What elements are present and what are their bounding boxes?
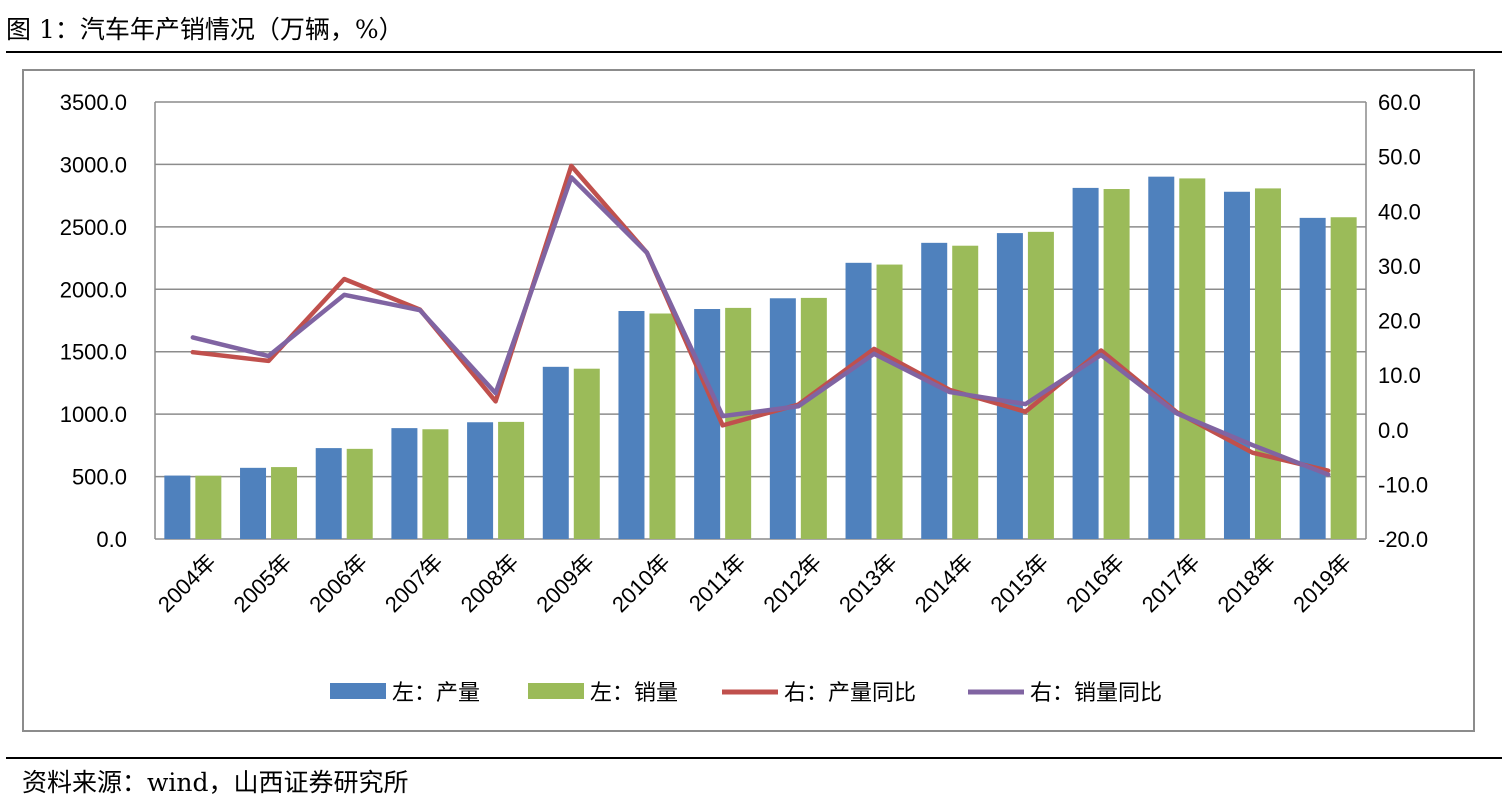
bar-sales <box>1254 188 1281 540</box>
x-tick-label: 2012年 <box>758 549 826 617</box>
x-tick-label: 2009年 <box>531 549 599 617</box>
bar-sales <box>1330 217 1357 539</box>
y-right-tick-label: -20.0 <box>1378 527 1428 552</box>
top-rule <box>6 51 1502 53</box>
y-left-tick-label: 3000.0 <box>60 152 127 177</box>
x-tick-label: 2011年 <box>684 549 751 616</box>
x-tick-label: 2005年 <box>229 549 297 617</box>
bar-sales <box>649 313 676 539</box>
bar-sales <box>1179 178 1206 539</box>
y-left-tick-label: 2500.0 <box>60 215 127 240</box>
bar-production <box>769 298 796 539</box>
y-left-tick-label: 1500.0 <box>60 340 127 365</box>
source-note: 资料来源：wind，山西证券研究所 <box>22 768 409 797</box>
bar-production <box>618 311 645 539</box>
legend-swatch <box>330 683 386 699</box>
y-right-tick-label: 10.0 <box>1378 363 1421 388</box>
y-right-tick-label: 40.0 <box>1378 199 1421 224</box>
bar-production <box>391 428 418 539</box>
bar-sales <box>573 368 600 539</box>
x-tick-label: 2016年 <box>1061 549 1129 617</box>
bar-production <box>315 448 342 539</box>
figure-title: 图 1：汽车年产销情况（万辆，%） <box>6 15 404 44</box>
bar-sales <box>498 421 525 539</box>
bar-production <box>164 475 191 539</box>
bar-production <box>1299 217 1326 539</box>
line-sales-yoy <box>190 175 1331 477</box>
y-left-tick-label: 0.0 <box>96 527 127 552</box>
x-tick-label: 2007年 <box>380 549 448 617</box>
legend-label: 右：产量同比 <box>784 681 916 706</box>
x-tick-label: 2018年 <box>1213 549 1281 617</box>
legend-label: 右：销量同比 <box>1030 681 1162 706</box>
bar-production <box>996 233 1023 539</box>
bar-production <box>542 366 569 539</box>
bar-sales <box>876 264 903 539</box>
y-left-tick-label: 500.0 <box>72 465 127 490</box>
x-tick-label: 2019年 <box>1288 549 1356 617</box>
x-tick-label: 2015年 <box>986 549 1054 617</box>
y-left-tick-label: 2000.0 <box>60 277 127 302</box>
bar-production <box>694 309 721 539</box>
y-right-tick-label: 20.0 <box>1378 309 1421 334</box>
x-tick-label: 2010年 <box>607 549 675 617</box>
bar-sales <box>1027 231 1054 539</box>
bar-sales <box>422 429 449 539</box>
bar-sales <box>271 467 298 539</box>
bar-production <box>1148 176 1175 540</box>
chart-frame <box>22 69 1475 732</box>
y-right-tick-label: 60.0 <box>1378 90 1421 115</box>
bar-sales <box>346 448 373 539</box>
x-tick-label: 2013年 <box>834 549 902 617</box>
bar-production <box>467 422 494 539</box>
x-tick-label: 2006年 <box>304 549 372 617</box>
y-left-tick-label: 3500.0 <box>60 90 127 115</box>
y-right-tick-label: 30.0 <box>1378 254 1421 279</box>
x-tick-label: 2004年 <box>153 549 221 617</box>
y-right-tick-label: -10.0 <box>1378 472 1428 497</box>
bar-sales <box>800 297 827 539</box>
x-tick-label: 2017年 <box>1137 549 1205 617</box>
bar-sales <box>195 475 222 539</box>
y-left-tick-label: 1000.0 <box>60 402 127 427</box>
x-tick-label: 2008年 <box>456 549 524 617</box>
bar-production <box>1223 191 1250 540</box>
x-tick-label: 2014年 <box>910 549 978 617</box>
bar-production <box>240 467 267 539</box>
y-right-tick-label: 0.0 <box>1378 418 1409 443</box>
y-right-tick-label: 50.0 <box>1378 145 1421 170</box>
legend-label: 左：产量 <box>392 681 480 706</box>
legend-swatch <box>528 683 584 699</box>
legend-label: 左：销量 <box>590 681 678 706</box>
bar-production <box>845 262 872 539</box>
bottom-rule <box>6 757 1502 759</box>
